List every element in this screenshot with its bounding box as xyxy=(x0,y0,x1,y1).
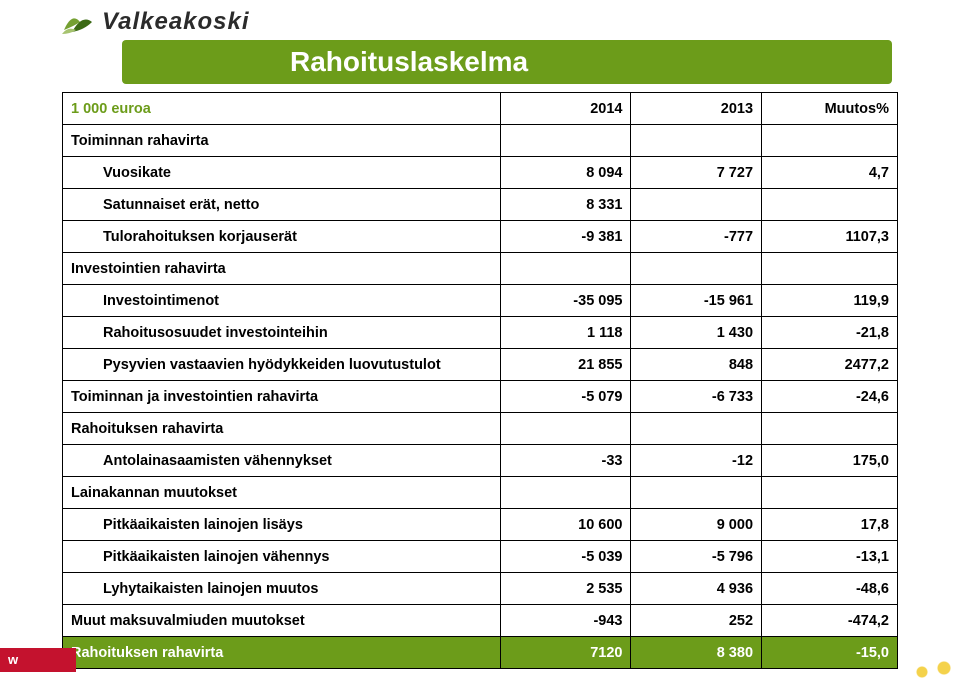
row-value: 9 000 xyxy=(631,509,762,541)
row-value: 4,7 xyxy=(762,157,898,189)
brand-logo: Valkeakoski xyxy=(62,8,250,36)
row-value: -5 039 xyxy=(500,541,631,573)
row-value xyxy=(631,189,762,221)
row-value: 1 118 xyxy=(500,317,631,349)
row-value: 4 936 xyxy=(631,573,762,605)
row-label: Pitkäaikaisten lainojen vähennys xyxy=(63,541,501,573)
table-row: Vuosikate8 0947 7274,7 xyxy=(63,157,898,189)
table-row: Lyhytaikaisten lainojen muutos2 5354 936… xyxy=(63,573,898,605)
row-value: -9 381 xyxy=(500,221,631,253)
row-value: 848 xyxy=(631,349,762,381)
col-2014: 2014 xyxy=(500,93,631,125)
row-value: 2477,2 xyxy=(762,349,898,381)
row-value: 8 380 xyxy=(631,637,762,669)
row-value: -21,8 xyxy=(762,317,898,349)
table-row: Toiminnan rahavirta xyxy=(63,125,898,157)
row-value: -5 796 xyxy=(631,541,762,573)
row-value xyxy=(762,413,898,445)
row-label: Toiminnan rahavirta xyxy=(63,125,501,157)
table-row: Satunnaiset erät, netto8 331 xyxy=(63,189,898,221)
row-value xyxy=(631,125,762,157)
page-title-bar: Rahoituslaskelma xyxy=(122,40,892,84)
row-value: 8 094 xyxy=(500,157,631,189)
table-row: Tulorahoituksen korjauserät-9 381-777110… xyxy=(63,221,898,253)
table-row: Muut maksuvalmiuden muutokset-943252-474… xyxy=(63,605,898,637)
row-value: -13,1 xyxy=(762,541,898,573)
row-value xyxy=(500,413,631,445)
row-label: Muut maksuvalmiuden muutokset xyxy=(63,605,501,637)
table-row: Pysyvien vastaavien hyödykkeiden luovutu… xyxy=(63,349,898,381)
row-label: Toiminnan ja investointien rahavirta xyxy=(63,381,501,413)
corner-decoration xyxy=(904,656,960,680)
row-value: -777 xyxy=(631,221,762,253)
footer-text: w xyxy=(0,652,18,667)
row-label: Investointien rahavirta xyxy=(63,253,501,285)
row-value xyxy=(762,189,898,221)
row-value: -943 xyxy=(500,605,631,637)
table-row: Rahoituksen rahavirta71208 380-15,0 xyxy=(63,637,898,669)
row-value xyxy=(500,477,631,509)
row-label: Vuosikate xyxy=(63,157,501,189)
row-value: 1107,3 xyxy=(762,221,898,253)
table-row: Rahoituksen rahavirta xyxy=(63,413,898,445)
row-value: 17,8 xyxy=(762,509,898,541)
table-row: Rahoitusosuudet investointeihin1 1181 43… xyxy=(63,317,898,349)
row-value xyxy=(631,253,762,285)
table-row: Lainakannan muutokset xyxy=(63,477,898,509)
row-label: Tulorahoituksen korjauserät xyxy=(63,221,501,253)
row-value xyxy=(500,125,631,157)
row-value: 21 855 xyxy=(500,349,631,381)
row-value: 2 535 xyxy=(500,573,631,605)
table-row: Investointimenot-35 095-15 961119,9 xyxy=(63,285,898,317)
row-value: -35 095 xyxy=(500,285,631,317)
table-row: Pitkäaikaisten lainojen vähennys-5 039-5… xyxy=(63,541,898,573)
table-row: Investointien rahavirta xyxy=(63,253,898,285)
row-value: 10 600 xyxy=(500,509,631,541)
row-value: -48,6 xyxy=(762,573,898,605)
row-value xyxy=(762,253,898,285)
row-value: 1 430 xyxy=(631,317,762,349)
table-header-row: 1 000 euroa 2014 2013 Muutos% xyxy=(63,93,898,125)
row-label: Rahoituksen rahavirta xyxy=(63,637,501,669)
row-label: Lyhytaikaisten lainojen muutos xyxy=(63,573,501,605)
row-value: 8 331 xyxy=(500,189,631,221)
row-label: Lainakannan muutokset xyxy=(63,477,501,509)
row-value xyxy=(631,477,762,509)
row-value: -15,0 xyxy=(762,637,898,669)
row-value: -24,6 xyxy=(762,381,898,413)
page-title: Rahoituslaskelma xyxy=(290,46,528,78)
row-value xyxy=(631,413,762,445)
row-label: Rahoituksen rahavirta xyxy=(63,413,501,445)
row-value: -5 079 xyxy=(500,381,631,413)
row-value: 7 727 xyxy=(631,157,762,189)
row-label: Rahoitusosuudet investointeihin xyxy=(63,317,501,349)
table-row: Pitkäaikaisten lainojen lisäys10 6009 00… xyxy=(63,509,898,541)
row-value: -474,2 xyxy=(762,605,898,637)
row-value: -15 961 xyxy=(631,285,762,317)
table-row: Antolainasaamisten vähennykset-33-12175,… xyxy=(63,445,898,477)
row-value xyxy=(500,253,631,285)
row-value: -33 xyxy=(500,445,631,477)
cashflow-table: 1 000 euroa 2014 2013 Muutos% Toiminnan … xyxy=(62,92,898,669)
row-value: 7120 xyxy=(500,637,631,669)
row-value: 175,0 xyxy=(762,445,898,477)
row-value: 119,9 xyxy=(762,285,898,317)
table-row: Toiminnan ja investointien rahavirta-5 0… xyxy=(63,381,898,413)
row-label: Antolainasaamisten vähennykset xyxy=(63,445,501,477)
row-value xyxy=(762,125,898,157)
row-value: -6 733 xyxy=(631,381,762,413)
col-2013: 2013 xyxy=(631,93,762,125)
row-label: Investointimenot xyxy=(63,285,501,317)
col-change: Muutos% xyxy=(762,93,898,125)
col-label: 1 000 euroa xyxy=(63,93,501,125)
row-label: Pysyvien vastaavien hyödykkeiden luovutu… xyxy=(63,349,501,381)
row-label: Pitkäaikaisten lainojen lisäys xyxy=(63,509,501,541)
row-value: 252 xyxy=(631,605,762,637)
row-value: -12 xyxy=(631,445,762,477)
leaf-icon xyxy=(62,8,96,36)
footer-stripe: w xyxy=(0,648,76,672)
brand-name: Valkeakoski xyxy=(102,8,250,36)
row-value xyxy=(762,477,898,509)
row-label: Satunnaiset erät, netto xyxy=(63,189,501,221)
